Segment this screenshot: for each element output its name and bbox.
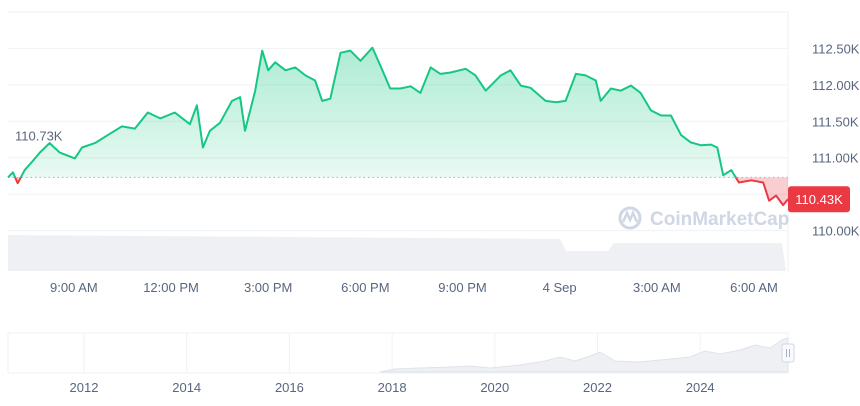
y-tick-label: 111.00K (812, 151, 859, 166)
volume-bars (8, 235, 786, 271)
navigator[interactable]: 2012 2014 2016 2018 2020 2022 2024 (8, 333, 794, 395)
navigator-year-label: 2016 (275, 380, 304, 395)
watermark-text: CoinMarketCap (650, 209, 789, 230)
y-tick-label: 111.50K (812, 114, 859, 129)
x-tick-label: 12:00 PM (143, 280, 199, 295)
x-tick-label: 3:00 AM (633, 280, 681, 295)
navigator-handle[interactable] (782, 344, 794, 362)
navigator-year-label: 2012 (70, 380, 99, 395)
current-price-badge: 110.43K (788, 186, 850, 212)
navigator-year-label: 2014 (172, 380, 201, 395)
current-price-label: 110.43K (795, 192, 843, 207)
y-tick-label: 112.50K (812, 41, 860, 56)
navigator-year-label: 2018 (378, 380, 407, 395)
y-tick-label: 110.00K (812, 224, 860, 239)
x-tick-label: 9:00 AM (50, 280, 98, 295)
baseline-label: 110.73K (15, 128, 63, 143)
watermark: CoinMarketCap (620, 208, 789, 230)
x-tick-label: 6:00 PM (341, 280, 389, 295)
navigator-year-label: 2020 (480, 380, 509, 395)
navigator-year-label: 2022 (583, 380, 612, 395)
x-tick-label: 4 Sep (543, 280, 577, 295)
navigator-year-label: 2024 (686, 380, 715, 395)
y-tick-label: 112.00K (812, 78, 860, 93)
x-tick-label: 3:00 PM (244, 280, 292, 295)
x-tick-label: 9:00 PM (438, 280, 486, 295)
x-tick-label: 6:00 AM (730, 280, 778, 295)
